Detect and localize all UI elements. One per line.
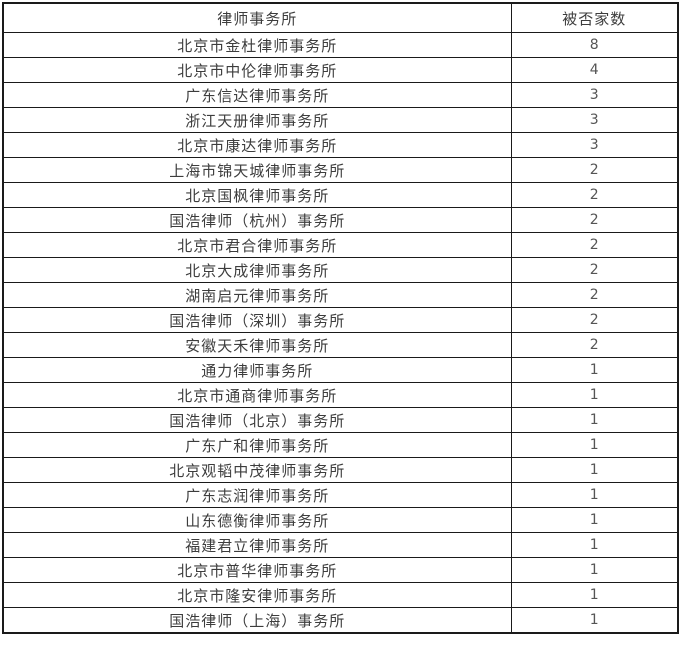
table-row: 北京市中伦律师事务所 4 [2, 57, 679, 83]
law-firm-name: 国浩律师（上海）事务所 [2, 607, 512, 634]
law-firm-name: 广东志润律师事务所 [2, 482, 512, 508]
rejected-count: 2 [510, 257, 679, 283]
table-row: 北京市君合律师事务所 2 [2, 232, 679, 258]
table-row: 北京市隆安律师事务所 1 [2, 582, 679, 608]
law-firm-name: 北京观韬中茂律师事务所 [2, 457, 512, 483]
law-firm-name: 福建君立律师事务所 [2, 532, 512, 558]
table-row: 安徽天禾律师事务所 2 [2, 332, 679, 358]
rejected-count: 3 [510, 107, 679, 133]
rejected-count: 8 [510, 32, 679, 58]
rejected-count: 1 [510, 382, 679, 408]
table-row: 山东德衡律师事务所 1 [2, 507, 679, 533]
table-row: 北京市普华律师事务所 1 [2, 557, 679, 583]
law-firm-rejection-table: 律师事务所 被否家数 北京市金杜律师事务所 8 北京市中伦律师事务所 4 广东信达律师事… [2, 2, 679, 634]
table-row: 国浩律师（上海）事务所 1 [2, 607, 679, 634]
rejected-count: 1 [510, 482, 679, 508]
law-firm-name: 北京市君合律师事务所 [2, 232, 512, 258]
law-firm-name: 北京大成律师事务所 [2, 257, 512, 283]
rejected-count: 1 [510, 432, 679, 458]
rejected-count: 2 [510, 182, 679, 208]
table-row: 通力律师事务所 1 [2, 357, 679, 383]
table-row: 湖南启元律师事务所 2 [2, 282, 679, 308]
law-firm-name: 北京市康达律师事务所 [2, 132, 512, 158]
law-firm-name: 北京市普华律师事务所 [2, 557, 512, 583]
table-row: 广东志润律师事务所 1 [2, 482, 679, 508]
rejected-count: 4 [510, 57, 679, 83]
table-row: 国浩律师（深圳）事务所 2 [2, 307, 679, 333]
rejected-count: 1 [510, 607, 679, 634]
rejected-count: 2 [510, 282, 679, 308]
rejected-count: 1 [510, 582, 679, 608]
law-firm-name: 北京市金杜律师事务所 [2, 32, 512, 58]
law-firm-name: 北京市隆安律师事务所 [2, 582, 512, 608]
law-firm-name: 通力律师事务所 [2, 357, 512, 383]
law-firm-name: 国浩律师（杭州）事务所 [2, 207, 512, 233]
rejected-count: 1 [510, 407, 679, 433]
table-row: 浙江天册律师事务所 3 [2, 107, 679, 133]
table-row: 国浩律师（北京）事务所 1 [2, 407, 679, 433]
rejected-count: 1 [510, 357, 679, 383]
rejected-count: 3 [510, 132, 679, 158]
table-row: 北京国枫律师事务所 2 [2, 182, 679, 208]
table-row: 上海市锦天城律师事务所 2 [2, 157, 679, 183]
rejected-count: 1 [510, 457, 679, 483]
law-firm-name: 国浩律师（北京）事务所 [2, 407, 512, 433]
rejected-count: 1 [510, 557, 679, 583]
table-row: 国浩律师（杭州）事务所 2 [2, 207, 679, 233]
rejected-count: 2 [510, 157, 679, 183]
law-firm-name: 安徽天禾律师事务所 [2, 332, 512, 358]
rejected-count: 2 [510, 332, 679, 358]
table-row: 广东信达律师事务所 3 [2, 82, 679, 108]
column-header-count: 被否家数 [510, 2, 679, 33]
rejected-count: 2 [510, 307, 679, 333]
table-row: 北京观韬中茂律师事务所 1 [2, 457, 679, 483]
table-row: 福建君立律师事务所 1 [2, 532, 679, 558]
table-body: 北京市金杜律师事务所 8 北京市中伦律师事务所 4 广东信达律师事务所 3 浙江天册律师事务… [2, 32, 679, 634]
table-row: 北京市金杜律师事务所 8 [2, 32, 679, 58]
table-row: 北京市康达律师事务所 3 [2, 132, 679, 158]
rejected-count: 1 [510, 532, 679, 558]
law-firm-name: 广东广和律师事务所 [2, 432, 512, 458]
law-firm-name: 山东德衡律师事务所 [2, 507, 512, 533]
table-row: 广东广和律师事务所 1 [2, 432, 679, 458]
law-firm-name: 国浩律师（深圳）事务所 [2, 307, 512, 333]
table-row: 北京大成律师事务所 2 [2, 257, 679, 283]
law-firm-name: 浙江天册律师事务所 [2, 107, 512, 133]
law-firm-name: 上海市锦天城律师事务所 [2, 157, 512, 183]
rejected-count: 2 [510, 232, 679, 258]
rejected-count: 3 [510, 82, 679, 108]
law-firm-name: 广东信达律师事务所 [2, 82, 512, 108]
law-firm-name: 北京市通商律师事务所 [2, 382, 512, 408]
law-firm-name: 北京国枫律师事务所 [2, 182, 512, 208]
table-header-row: 律师事务所 被否家数 [2, 2, 679, 33]
law-firm-name: 北京市中伦律师事务所 [2, 57, 512, 83]
law-firm-name: 湖南启元律师事务所 [2, 282, 512, 308]
rejected-count: 1 [510, 507, 679, 533]
column-header-firm: 律师事务所 [2, 2, 512, 33]
rejected-count: 2 [510, 207, 679, 233]
table-row: 北京市通商律师事务所 1 [2, 382, 679, 408]
